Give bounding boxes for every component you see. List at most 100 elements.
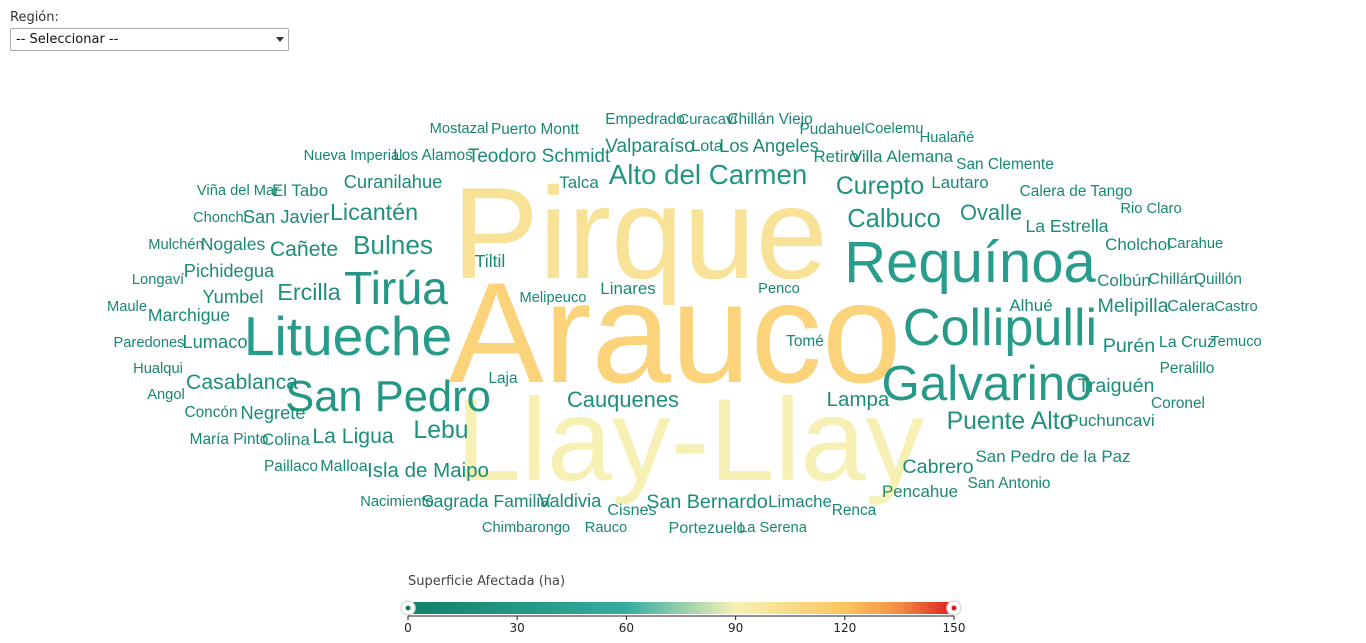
word-calbuco[interactable]: Calbuco [847, 205, 941, 233]
word-tomé[interactable]: Tomé [786, 333, 824, 350]
word-san-javier[interactable]: San Javier [243, 206, 329, 227]
word-pencahue[interactable]: Pencahue [882, 482, 958, 501]
word-traiguén[interactable]: Traiguén [1078, 375, 1155, 397]
word-angol[interactable]: Angol [147, 387, 185, 403]
word-yumbel[interactable]: Yumbel [203, 286, 264, 307]
word-los-angeles[interactable]: Los Angeles [719, 135, 819, 156]
word-carahue[interactable]: Carahue [1167, 236, 1223, 252]
word-hualañé[interactable]: Hualañé [920, 130, 975, 146]
word-nacimiento[interactable]: Nacimiento [360, 494, 433, 510]
word-bulnes[interactable]: Bulnes [353, 230, 433, 260]
word-colina[interactable]: Colina [262, 430, 310, 449]
word-maría-pinto[interactable]: María Pinto [190, 431, 269, 448]
word-mulchén[interactable]: Mulchén [148, 237, 204, 253]
word-lautaro[interactable]: Lautaro [931, 173, 988, 192]
region-select[interactable]: -- Seleccionar -- [10, 28, 289, 51]
word-pichidegua[interactable]: Pichidegua [184, 260, 275, 281]
word-calera[interactable]: Calera [1167, 297, 1214, 315]
word-rauco[interactable]: Rauco [585, 520, 627, 536]
word-el-tabo[interactable]: El Tabo [272, 181, 328, 200]
word-purén[interactable]: Purén [1103, 335, 1156, 357]
word-quillón[interactable]: Quillón [1194, 271, 1242, 288]
word-castro[interactable]: Castro [1214, 299, 1257, 315]
word-rio-claro[interactable]: Rio Claro [1120, 201, 1181, 217]
word-puerto-montt[interactable]: Puerto Montt [491, 121, 580, 138]
word-concón[interactable]: Concón [184, 404, 237, 421]
word-lebu[interactable]: Lebu [413, 417, 468, 444]
word-talca[interactable]: Talca [559, 173, 599, 192]
word-la-serena[interactable]: La Serena [739, 520, 808, 536]
word-los-alamos[interactable]: Los Alamos [393, 147, 473, 164]
word-casablanca[interactable]: Casablanca [186, 371, 298, 394]
word-puente-alto[interactable]: Puente Alto [947, 408, 1074, 435]
word-temuco[interactable]: Temuco [1210, 334, 1261, 350]
word-alhué[interactable]: Alhué [1009, 296, 1052, 315]
word-curacaví[interactable]: Curacaví [679, 112, 739, 128]
word-chimbarongo[interactable]: Chimbarongo [482, 520, 570, 536]
word-melipeuco[interactable]: Melipeuco [520, 290, 587, 306]
word-cañete[interactable]: Cañete [270, 238, 338, 261]
word-requínoa[interactable]: Requínoa [844, 230, 1096, 295]
word-collipulli[interactable]: Collipulli [903, 299, 1097, 357]
word-teodoro-schmidt[interactable]: Teodoro Schmidt [468, 146, 611, 167]
word-lampa[interactable]: Lampa [827, 388, 890, 411]
word-negrete[interactable]: Negrete [240, 402, 305, 423]
word-mostazal[interactable]: Mostazal [430, 121, 489, 137]
word-linares[interactable]: Linares [600, 279, 655, 298]
word-retiro[interactable]: Retiro [813, 147, 858, 166]
word-puchuncavi[interactable]: Puchuncavi [1067, 411, 1154, 430]
word-alto-del-carmen[interactable]: Alto del Carmen [609, 159, 808, 190]
word-san-antonio[interactable]: San Antonio [967, 475, 1050, 492]
word-san-pedro-de-la-paz[interactable]: San Pedro de la Paz [976, 447, 1131, 466]
word-arauco[interactable]: Arauco [448, 254, 901, 413]
word-colbún[interactable]: Colbún [1097, 271, 1151, 290]
word-paillaco[interactable]: Paillaco [264, 458, 318, 475]
word-viña-del-mar[interactable]: Viña del Mar [197, 183, 279, 199]
word-coelemu[interactable]: Coelemu [865, 121, 924, 137]
word-curepto[interactable]: Curepto [836, 173, 924, 200]
word-galvarino[interactable]: Galvarino [882, 356, 1093, 411]
word-melipilla[interactable]: Melipilla [1097, 295, 1168, 317]
word-chillán[interactable]: Chillán [1148, 270, 1197, 288]
word-ovalle[interactable]: Ovalle [960, 200, 1022, 225]
word-cauquenes[interactable]: Cauquenes [567, 387, 679, 412]
word-limache[interactable]: Limache [768, 492, 832, 511]
word-hualqui[interactable]: Hualqui [133, 361, 183, 377]
word-lumaco[interactable]: Lumaco [182, 331, 247, 352]
word-llay-llay[interactable]: Llay-Llay [456, 374, 925, 505]
word-sagrada-familia[interactable]: Sagrada Familia [422, 491, 550, 511]
word-penco[interactable]: Penco [758, 281, 800, 297]
word-peralillo[interactable]: Peralillo [1160, 360, 1215, 377]
word-chonchi[interactable]: Chonchi [193, 210, 247, 226]
word-cisnes[interactable]: Cisnes [607, 501, 656, 519]
word-la-estrella[interactable]: La Estrella [1025, 216, 1108, 236]
word-portezuelo[interactable]: Portezuelo [669, 519, 746, 537]
word-cabrero[interactable]: Cabrero [902, 456, 973, 478]
word-villa-alemana[interactable]: Villa Alemana [851, 147, 954, 166]
word-chillán-viejo[interactable]: Chillán Viejo [727, 111, 812, 128]
word-calera-de-tango[interactable]: Calera de Tango [1020, 183, 1133, 200]
word-litueche[interactable]: Litueche [244, 305, 452, 367]
word-nogales[interactable]: Nogales [201, 234, 266, 254]
word-isla-de-maipo[interactable]: Isla de Maipo [367, 459, 489, 482]
word-renca[interactable]: Renca [832, 502, 877, 519]
word-nueva-imperial[interactable]: Nueva Imperial [304, 148, 403, 164]
word-pudahuel[interactable]: Pudahuel [799, 121, 864, 138]
word-pirque[interactable]: Pirque [452, 160, 828, 306]
word-licantén[interactable]: Licantén [330, 199, 418, 225]
word-malloa[interactable]: Malloa [320, 457, 367, 475]
word-curanilahue[interactable]: Curanilahue [344, 171, 443, 192]
word-tirúa[interactable]: Tirúa [344, 262, 448, 314]
word-coronel[interactable]: Coronel [1151, 395, 1205, 412]
word-empedrado[interactable]: Empedrado [605, 111, 685, 128]
word-lota[interactable]: Lota [691, 137, 722, 155]
word-tiltil[interactable]: Tiltil [475, 251, 506, 271]
word-valdivia[interactable]: Valdivia [539, 490, 602, 511]
word-la-ligua[interactable]: La Ligua [312, 425, 394, 448]
word-cholchol[interactable]: Cholchol [1105, 235, 1171, 254]
word-ercilla[interactable]: Ercilla [277, 279, 340, 305]
word-laja[interactable]: Laja [488, 370, 518, 387]
word-maule[interactable]: Maule [107, 299, 147, 315]
word-paredones[interactable]: Paredones [113, 335, 184, 351]
word-longaví[interactable]: Longaví [132, 272, 185, 288]
